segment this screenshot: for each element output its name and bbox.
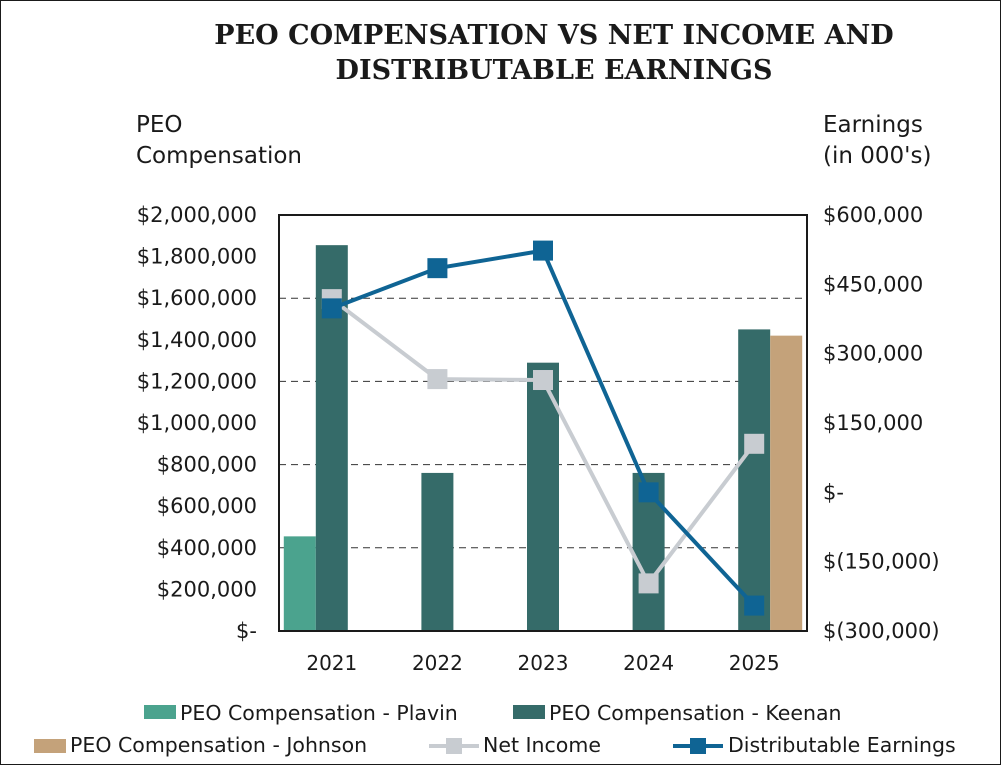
- marker-distributable-earnings-2021: [321, 298, 342, 319]
- bar-keenan-2025: [738, 329, 771, 631]
- legend-marker-distributable-earnings: [690, 738, 706, 754]
- category-label-2025: 2025: [729, 651, 780, 675]
- left-tick-label: $1,800,000: [137, 245, 257, 269]
- legend-label-net-income: Net Income: [483, 733, 601, 757]
- bar-johnson-2025: [770, 335, 803, 631]
- legend: PEO Compensation - Plavin PEO Compensati…: [34, 701, 956, 757]
- right-axis-title-line-1: Earnings: [823, 112, 923, 138]
- left-tick-label: $1,000,000: [137, 411, 257, 435]
- legend-swatch-plavin: [144, 705, 176, 719]
- category-label-2022: 2022: [412, 651, 463, 675]
- right-axis-ticks: $(300,000) $(150,000) $- $150,000 $300,000 $4…: [823, 203, 940, 643]
- marker-net-income-2023: [533, 370, 553, 391]
- right-tick-label: $(150,000): [823, 550, 940, 574]
- marker-distributable-earnings-2024: [638, 482, 659, 503]
- right-tick-label: $300,000: [823, 342, 923, 366]
- right-tick-label: $600,000: [823, 203, 923, 227]
- right-axis-title-line-2: (in 000's): [823, 143, 931, 169]
- left-tick-label: $1,200,000: [137, 369, 257, 393]
- marker-distributable-earnings-2025: [744, 595, 765, 616]
- left-tick-label: $1,400,000: [137, 328, 257, 352]
- right-tick-label: $(300,000): [823, 619, 940, 643]
- bar-keenan-2022: [421, 472, 454, 631]
- legend-label-plavin: PEO Compensation - Plavin: [180, 701, 458, 725]
- left-tick-label: $800,000: [157, 453, 257, 477]
- marker-distributable-earnings-2022: [427, 258, 448, 279]
- bars: [283, 245, 803, 631]
- legend-marker-net-income: [446, 738, 462, 754]
- left-tick-label: $-: [236, 619, 257, 643]
- marker-distributable-earnings-2023: [533, 240, 553, 261]
- marker-net-income-2025: [744, 433, 765, 454]
- left-tick-label: $1,600,000: [137, 286, 257, 310]
- left-axis-ticks: $- $200,000 $400,000 $600,000 $800,000 $1,000…: [137, 203, 257, 643]
- legend-swatch-johnson: [34, 739, 66, 753]
- left-axis-title-line-2: Compensation: [136, 143, 302, 169]
- marker-net-income-2024: [638, 573, 659, 594]
- left-tick-label: $400,000: [157, 536, 257, 560]
- right-tick-label: $450,000: [823, 272, 923, 296]
- right-tick-label: $-: [823, 480, 844, 504]
- category-axis-labels: 2021 2022 2023 2024 2025: [306, 651, 779, 675]
- legend-label-keenan: PEO Compensation - Keenan: [549, 701, 842, 725]
- bar-keenan-2023: [527, 362, 559, 631]
- legend-label-distributable-earnings: Distributable Earnings: [728, 733, 956, 757]
- left-tick-label: $200,000: [157, 577, 257, 601]
- category-label-2021: 2021: [306, 651, 357, 675]
- chart-title-line-2: DISTRIBUTABLE EARNINGS: [336, 55, 773, 86]
- lines: [321, 240, 765, 616]
- right-tick-label: $150,000: [823, 411, 923, 435]
- legend-swatch-keenan: [513, 705, 545, 719]
- chart-title-line-1: PEO COMPENSATION VS NET INCOME AND: [214, 20, 893, 51]
- left-tick-label: $600,000: [157, 494, 257, 518]
- left-axis-title-line-1: PEO: [136, 112, 183, 138]
- bar-plavin-2021: [283, 536, 316, 631]
- category-label-2024: 2024: [623, 651, 674, 675]
- legend-label-johnson: PEO Compensation - Johnson: [70, 733, 367, 757]
- category-label-2023: 2023: [518, 651, 569, 675]
- marker-net-income-2022: [427, 369, 448, 390]
- plot-area-border: [278, 214, 808, 632]
- left-tick-label: $2,000,000: [137, 203, 257, 227]
